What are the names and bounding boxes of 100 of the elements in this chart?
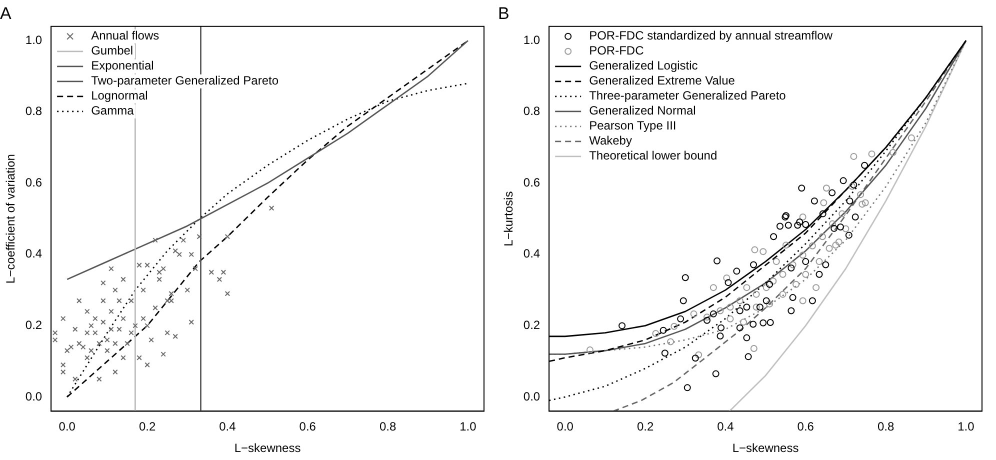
point [846,197,854,204]
point [845,232,852,239]
point [858,200,866,208]
point [890,149,897,156]
point [789,294,796,302]
point [782,242,790,249]
point [816,258,823,266]
point [695,351,702,358]
point [862,199,869,206]
chart-title: B [498,4,510,23]
point [852,214,859,221]
point [677,315,684,322]
point [692,354,699,362]
legend-label: Generalized Normal [589,104,696,118]
point [810,197,818,204]
legend-label: POR-FDC standardized by annual streamflow [589,28,833,43]
point [760,319,767,326]
legend-label: Annual flows [91,28,160,43]
legend-label: Two-parameter Generalized Pareto [91,74,279,88]
point [652,330,660,338]
point [835,238,842,246]
point [818,233,826,240]
x-tick-label: 0.4 [717,420,734,434]
x-tick-label: 0.2 [636,420,654,434]
point [680,297,687,304]
y-tick-label: 0.2 [523,318,540,332]
x-tick-label: 0.8 [379,420,396,434]
point [830,224,838,232]
point [724,279,732,286]
point [819,210,826,218]
y-tick-label: 0.6 [25,175,42,190]
point [726,315,734,322]
legend-label: Gumbel [91,44,134,58]
point [718,324,725,332]
point [743,304,750,311]
point [762,297,770,304]
point [842,225,850,232]
point [789,261,796,268]
point [760,248,767,256]
x-tick-label: 0.2 [138,420,156,434]
point [770,278,777,285]
point [684,384,691,392]
point [752,304,760,311]
y-tick-label: 0.2 [25,318,42,332]
point [820,199,828,206]
point [822,184,830,192]
point [756,304,764,311]
legend-label: Wakeby [589,134,632,148]
point [704,316,711,324]
legend-label: POR-FDC [589,44,644,58]
point [744,353,752,360]
x-tick-label: 1.0 [958,420,975,434]
legend-label: Three-parameter Generalized Pareto [589,88,786,103]
point [770,233,778,240]
point [802,221,810,228]
point [766,318,774,326]
x-tick-label: 0.6 [299,420,316,434]
y-axis-title: L−coefficient of variation [4,154,18,284]
point [743,334,750,342]
point [798,184,806,192]
point [794,222,802,229]
point [837,223,844,230]
legend-label: Theoretical lower bound [589,148,718,163]
point [799,252,806,259]
y-tick-label: 0.6 [523,175,540,190]
legend-label: Generalized Extreme Value [589,74,736,88]
point [868,150,876,158]
point [788,307,795,314]
x-tick-label: 0.0 [556,420,574,434]
point [802,270,810,278]
x-axis-title: L−skewness [732,441,799,456]
point [812,284,820,292]
point [828,189,836,196]
point [822,261,830,268]
point [838,210,846,218]
y-tick-label: 0.8 [25,104,42,118]
point [712,370,720,378]
point [670,322,678,330]
point [750,261,758,268]
chart-title: A [0,4,12,23]
legend-label: Gamma [91,104,134,118]
point [750,320,757,328]
point [808,242,816,250]
y-tick-label: 1.0 [25,32,42,47]
y-tick-label: 0.8 [523,104,540,118]
x-tick-label: 0.8 [877,420,894,434]
x-tick-label: 0.4 [219,420,236,434]
y-tick-label: 0.0 [25,389,42,404]
y-tick-label: 0.4 [25,246,42,261]
point [716,307,724,314]
point [779,270,786,278]
point [714,257,721,264]
point [736,307,744,314]
x-axis-title: L−skewness [234,441,301,456]
point [796,218,804,226]
point [752,290,760,298]
point [723,274,730,282]
y-tick-label: 0.0 [523,389,540,404]
point [710,310,717,318]
point [808,297,816,304]
